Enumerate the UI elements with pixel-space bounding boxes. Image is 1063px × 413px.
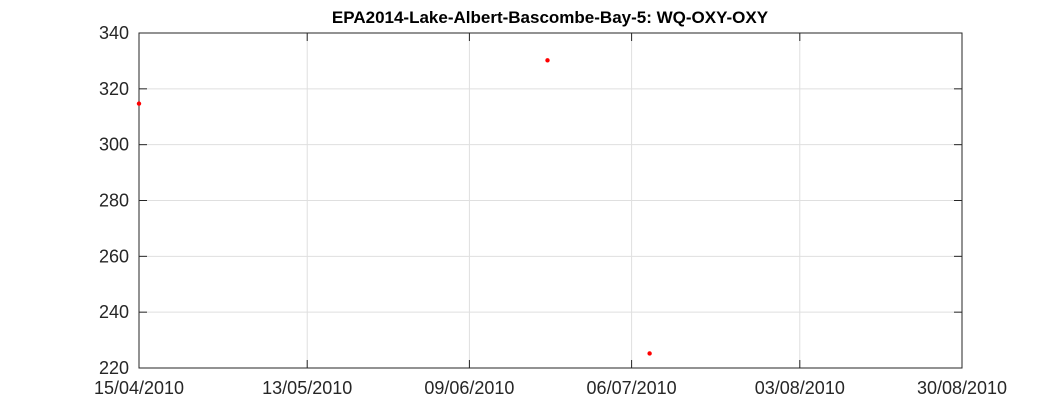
- y-tick-label: 280: [99, 191, 129, 211]
- data-point: [136, 101, 142, 106]
- x-tick-label: 30/08/2010: [917, 378, 1007, 398]
- x-tick-label: 03/08/2010: [755, 378, 845, 398]
- x-tick-label: 13/05/2010: [262, 378, 352, 398]
- y-tick-label: 340: [99, 23, 129, 43]
- y-tick-label: 220: [99, 358, 129, 378]
- data-point: [545, 58, 550, 63]
- y-tick-label: 320: [99, 79, 129, 99]
- data-points: [136, 58, 652, 356]
- y-tick-label: 300: [99, 135, 129, 155]
- chart-title: EPA2014-Lake-Albert-Bascombe-Bay-5: WQ-O…: [332, 8, 769, 27]
- x-tick-label: 15/04/2010: [94, 378, 184, 398]
- y-tick-label: 260: [99, 246, 129, 266]
- tick-labels: 15/04/2010 13/05/2010 09/06/2010 06/07/2010…: [94, 23, 1007, 398]
- data-point: [647, 351, 652, 356]
- x-tick-label: 06/07/2010: [587, 378, 677, 398]
- y-tick-label: 240: [99, 302, 129, 322]
- x-tick-label: 09/06/2010: [424, 378, 514, 398]
- axis-ticks: [138, 32, 963, 369]
